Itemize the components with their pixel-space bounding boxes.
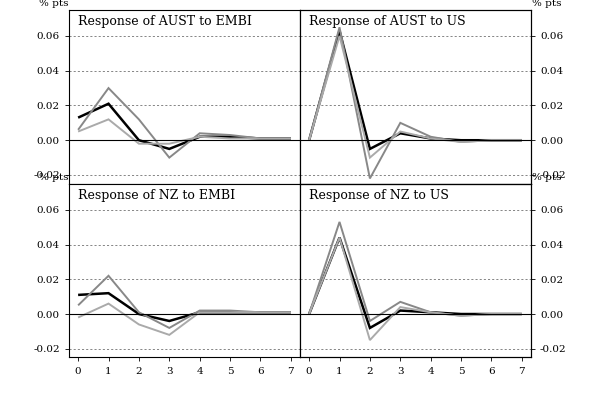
Text: % pts: % pts [532,0,561,8]
Text: Response of NZ to US: Response of NZ to US [309,189,449,202]
Text: Response of NZ to EMBI: Response of NZ to EMBI [78,189,235,202]
Text: Response of AUST to EMBI: Response of AUST to EMBI [78,15,252,28]
Text: % pts: % pts [39,173,68,182]
Text: % pts: % pts [532,173,561,182]
Text: % pts: % pts [39,0,68,8]
Text: Response of AUST to US: Response of AUST to US [309,15,466,28]
